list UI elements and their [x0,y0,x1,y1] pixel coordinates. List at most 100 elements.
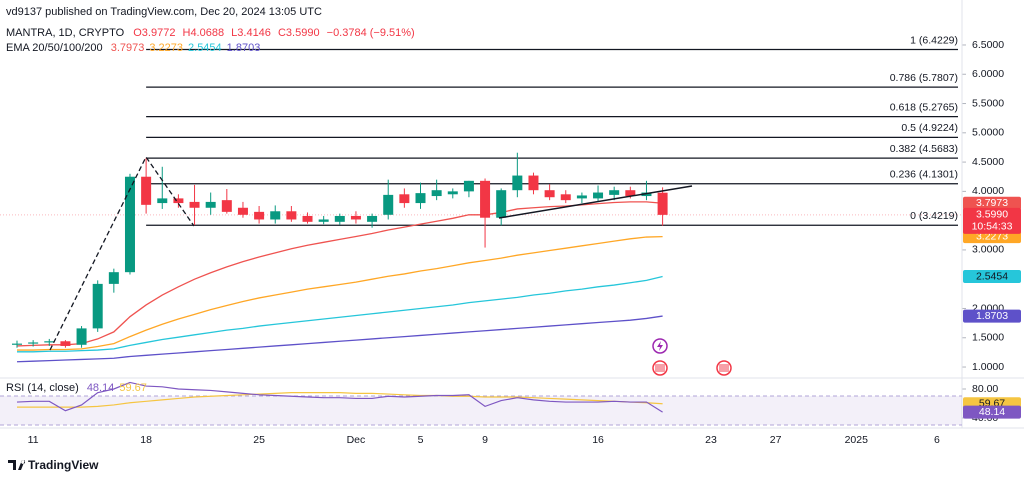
x-tick-label: 5 [418,434,424,446]
ema-legend-value: 2.5454 [188,42,222,54]
rsi-line [16,381,663,413]
candle-body [205,201,216,208]
candle-body [657,192,668,215]
fib-label: 0.236 (4.1301) [890,169,958,181]
y-tick-label: 4.5000 [972,156,1004,168]
y-tick-label: 1.0000 [972,361,1004,373]
x-tick-label: 23 [705,434,717,446]
candle-body [141,176,152,205]
ohlc-low: L3.4146 [231,27,271,39]
candle-body [528,175,539,191]
ema-price-box [963,309,1021,323]
y-tick-label: 3.0000 [972,244,1004,256]
ema-price-box-label: 2.5454 [976,270,1008,282]
candle-body [189,201,200,208]
candle-body [593,192,604,199]
candle-body [576,195,587,199]
candle-body [480,180,491,218]
background-layer [962,44,966,419]
ema-legend-value: 3.2273 [149,42,183,54]
event-icon[interactable] [652,360,668,376]
event-icon[interactable] [652,338,668,354]
candle-body [415,193,426,204]
candle-body [463,180,474,192]
x-tick-label: Dec [347,434,366,446]
last-price-label: 3.5990 [976,209,1008,221]
last-price-box [963,207,1021,234]
rsi-legend: RSI (14, close) 48.14 59.67 [6,382,147,394]
x-tick-label: 2025 [845,434,869,446]
fib-label: 0.618 (5.2765) [890,101,958,113]
change: −0.3784 (−9.51%) [327,27,415,39]
candle-body [383,194,394,215]
rsi-box [963,405,1021,419]
candle-body [302,215,313,222]
candle-body [60,341,71,346]
candle-body [350,215,361,220]
fib-label: 0.382 (4.5683) [890,143,958,155]
rsi-box-label: 48.14 [979,406,1005,418]
candle-body [431,190,442,197]
ema-legend: EMA 20/50/100/200 3.7973 3.2273 2.5454 1.87… [6,42,260,54]
candle-body [28,342,39,344]
candle-body [399,194,410,204]
candle-body [625,190,636,197]
fib-label: 0.786 (5.7807) [890,72,958,84]
ema-price-box-label: 3.7973 [976,197,1008,209]
candle-body [108,272,119,284]
candle-body [173,198,184,204]
x-tick-label: 27 [770,434,782,446]
candle-body [286,211,297,220]
ema-line [17,275,663,353]
event-icon[interactable] [716,360,732,376]
ohlc-open: O3.9772 [133,27,175,39]
label-layer: 6.5000 6.0000 5.5000 5.0000 4.5000 4.0000 3.00… [28,34,1021,446]
event-icon-flag [719,364,729,372]
rsi-title: RSI (14, close) [6,382,79,394]
x-tick-label: 6 [934,434,940,446]
candle-body [221,200,232,212]
y-tick-label: 6.5000 [972,39,1004,51]
candle-body [496,190,507,218]
ema-title: EMA 20/50/100/200 [6,42,103,54]
y-tick-label: 1.5000 [972,332,1004,344]
ohlc-high: H4.0688 [183,27,225,39]
y-tick-label: 5.0000 [972,127,1004,139]
x-tick-label: 25 [253,434,265,446]
candle-body [367,215,378,222]
ohlc-close: C3.5990 [278,27,320,39]
candle-body [270,211,281,220]
y-tick-label: 5.5000 [972,97,1004,109]
brand-logo [8,460,26,470]
ema-line [16,315,663,363]
x-tick-label: 16 [592,434,604,446]
fib-label: 1 (6.4229) [910,34,958,46]
candle-body [76,328,87,345]
candle-body [254,211,265,220]
ema-legend-value: 3.7973 [111,42,145,54]
candle-body [92,283,103,329]
y-tick-label: 6.0000 [972,68,1004,80]
symbol-legend: MANTRA, 1D, CRYPTO O3.9772 H4.0688 L3.41… [6,27,415,39]
rsi-band [0,396,962,425]
brand: TradingView [8,458,99,472]
candle-body [124,176,135,273]
rsi-legend-value: 59.67 [119,382,147,394]
candle-body [560,194,571,201]
ema-legend-value: 1.8703 [227,42,261,54]
drawn-trend-line [498,185,693,219]
rsi-tick-label: 80.00 [972,383,998,395]
fib-label: 0 (3.4219) [910,210,958,222]
ema-line [16,201,663,347]
rsi-ma-line [17,392,663,408]
candle-body [334,215,345,222]
candle-body [12,343,22,345]
event-icon-flag [655,364,665,372]
candle-body [157,198,168,204]
ema-price-box [963,270,1021,284]
candle-body [237,207,248,215]
rsi-legend-value: 48.14 [87,382,115,394]
x-tick-label: 11 [28,434,39,446]
